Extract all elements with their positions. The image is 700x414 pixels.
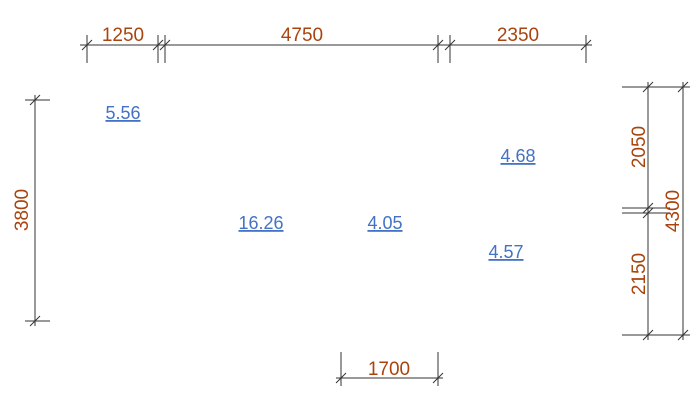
dimension-label: 4750 bbox=[281, 25, 323, 46]
dimension-label: 1250 bbox=[102, 25, 144, 46]
dimension-label: 2350 bbox=[497, 25, 539, 46]
bottom-dimension: 1700 bbox=[335, 352, 444, 386]
top-dimension: 1250 4750 2350 bbox=[80, 25, 592, 63]
area-label[interactable]: 5.56 bbox=[105, 103, 140, 123]
area-label[interactable]: 4.68 bbox=[500, 146, 535, 166]
right-dimension: 2050 2150 4300 bbox=[622, 81, 690, 341]
dimension-label: 3800 bbox=[12, 189, 33, 231]
area-label[interactable]: 16.26 bbox=[238, 213, 283, 233]
left-dimension: 3800 bbox=[12, 94, 50, 327]
area-label[interactable]: 4.05 bbox=[367, 213, 402, 233]
area-label[interactable]: 4.57 bbox=[488, 242, 523, 262]
dimension-label: 1700 bbox=[368, 359, 410, 380]
dimension-label: 2050 bbox=[629, 126, 650, 168]
dimension-label: 4300 bbox=[663, 190, 684, 232]
dimension-label: 2150 bbox=[629, 253, 650, 295]
